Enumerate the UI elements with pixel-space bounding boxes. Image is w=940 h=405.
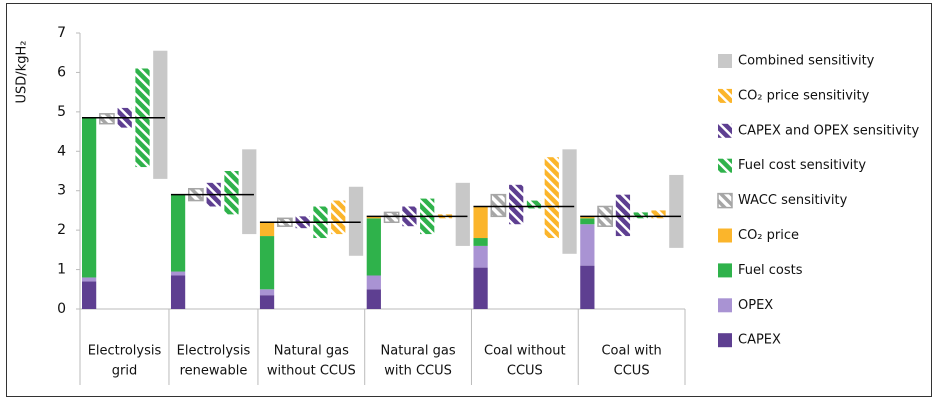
bar-segment [82,277,97,282]
sensitivity-bar [383,211,400,224]
sensitivity-bar [99,113,115,125]
bar-segment [82,117,97,278]
legend-label: CAPEX [738,333,781,348]
legend-label: CAPEX and OPEX sensitivity [738,123,919,138]
sensitivity-bar [562,149,577,254]
x-tick-label: Natural gas [274,344,349,359]
bar-segment [259,236,275,290]
bar-segment [259,289,275,296]
bar-segment [170,271,186,276]
sensitivity-bar [509,184,524,225]
sensitivity-bar [615,194,631,237]
bar-segment [473,245,488,268]
bar-segment [366,289,381,309]
bar-segment [82,281,97,309]
sensitivity-bar [153,50,168,179]
legend-swatch [717,192,733,209]
x-tick-label: Coal without [484,344,566,359]
x-tick-label: Coal with [601,344,661,359]
y-tick-label: 2 [57,222,66,238]
legend-swatch [718,54,732,68]
y-tick-label: 6 [57,64,66,80]
legend-label: Fuel cost sensitivity [738,158,866,173]
x-tick-label: grid [112,364,137,379]
legend-swatch [718,333,732,348]
bar-segment [366,218,381,276]
y-tick-label: 3 [57,183,66,199]
x-tick-label: CCUS [507,364,543,379]
legend-swatch [718,298,732,313]
legend-swatch [718,158,732,173]
sensitivity-bar [331,200,346,235]
legend-label: WACC sensitivity [738,193,848,208]
legend-swatch [718,123,732,138]
x-tick-label: Natural gas [381,344,456,359]
x-tick-label: without CCUS [267,364,356,379]
bar-segment [259,222,275,237]
bar-segment [580,224,595,266]
bar-segment [580,265,595,309]
sensitivity-bar [544,157,559,239]
x-tick-label: renewable [180,364,248,379]
bar-segment [170,194,186,272]
y-tick-label: 1 [57,262,66,278]
sensitivity-bar [242,149,257,235]
sensitivity-bar [455,182,470,246]
legend-swatch [718,88,732,103]
legend-label: OPEX [738,298,773,313]
y-axis-label: USD/kgH₂ [15,41,30,104]
legend-swatch [718,228,732,243]
legend-label: Combined sensitivity [738,54,875,69]
x-tick-label: Electrolysis [177,344,251,359]
legend-label: CO₂ price sensitivity [738,88,870,103]
bar-segment [259,295,275,309]
bar-segment [473,206,488,239]
x-tick-label: Electrolysis [88,344,162,359]
x-tick-label: with CCUS [384,364,452,379]
y-tick-label: 4 [57,143,66,159]
sensitivity-bar [669,174,684,248]
sensitivity-bar [348,186,364,256]
sensitivity-bar [490,193,507,218]
bar-segment [366,275,381,290]
sensitivity-bar [526,200,542,209]
y-tick-label: 0 [57,301,66,317]
legend-label: CO₂ price [738,228,799,243]
sensitivity-bar [651,210,666,219]
legend-label: Fuel costs [738,263,803,278]
sensitivity-bar [633,212,648,219]
bar-segment [580,216,595,219]
y-tick-label: 5 [57,104,66,120]
bar-segment [580,218,595,225]
legend-swatch [718,263,732,278]
sensitivity-bar [224,171,239,215]
bar-segment [366,216,381,219]
bar-segment [473,267,488,309]
x-tick-label: CCUS [614,364,650,379]
bar-segment [473,238,488,246]
y-tick-label: 7 [57,25,66,41]
bar-segment [170,275,186,309]
